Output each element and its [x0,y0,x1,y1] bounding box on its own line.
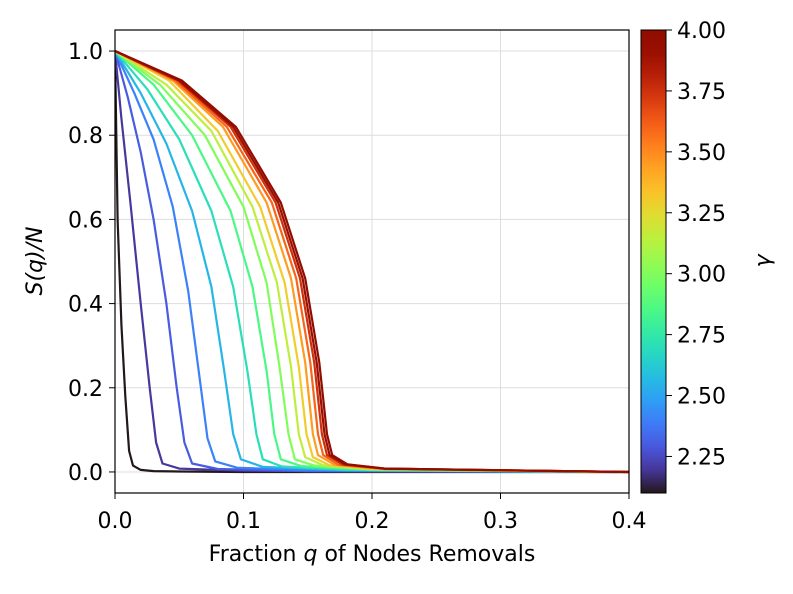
y-tick-label: 0.4 [68,293,103,318]
series-line [115,50,629,474]
colorbar-tick-label: 2.25 [677,445,726,470]
colorbar-tick-label: 3.75 [677,80,726,105]
y-tick-label: 0.0 [68,461,103,486]
series-line [115,50,629,474]
colorbar-tick-label: 2.50 [677,385,726,410]
colorbar-tick-label: 4.00 [677,19,726,44]
x-tick-label: 0.2 [355,509,390,534]
grid-lines [114,30,630,493]
series-lines [115,49,629,474]
y-axis-ticks: 0.0 0.2 0.4 0.6 0.8 1.0 [68,40,115,486]
y-tick-label: 0.8 [68,124,103,149]
x-tick-label: 0.3 [483,509,518,534]
colorbar-tick-label: 3.25 [677,202,726,227]
x-axis-ticks: 0.0 0.1 0.2 0.3 0.4 [98,493,647,534]
y-tick-label: 0.6 [68,208,103,233]
x-axis-label: Fraction q of Nodes Removals [209,542,536,567]
colorbar-tick-label: 3.50 [677,141,726,166]
y-axis-label: S(q)/N [23,227,48,296]
x-tick-label: 0.4 [612,509,647,534]
series-line [115,50,629,474]
colorbar-tick-label: 3.00 [677,263,726,288]
colorbar-tick-label: 2.75 [677,324,726,349]
y-tick-label: 0.2 [68,377,103,402]
series-line [115,50,629,474]
colorbar-ticks: 2.25 2.50 2.75 3.00 3.25 3.50 3.75 4.00 [666,19,726,470]
x-tick-label: 0.1 [226,509,261,534]
x-tick-label: 0.0 [98,509,133,534]
colorbar [640,29,667,494]
colorbar-label: γ [751,254,776,268]
y-tick-label: 1.0 [68,40,103,65]
series-line [115,49,629,474]
